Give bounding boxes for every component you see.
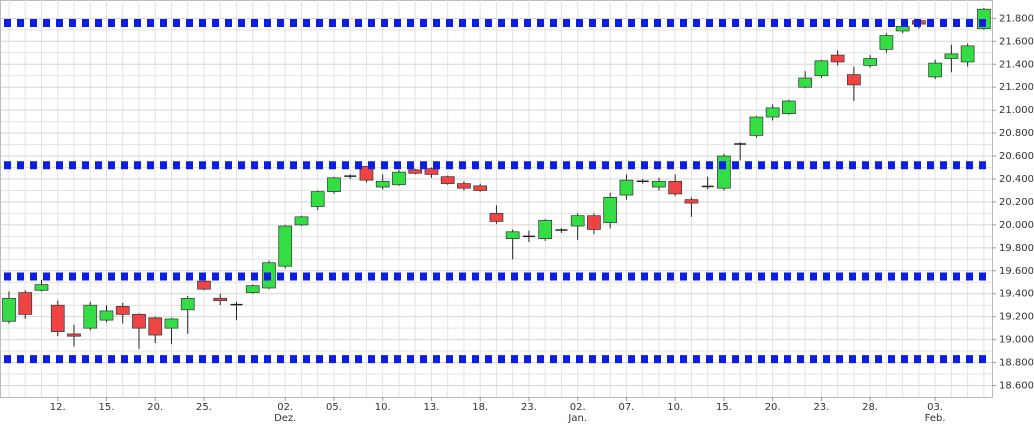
- y-tick-label: 21.200: [999, 82, 1034, 93]
- y-tick-label: 19.600: [999, 266, 1034, 277]
- candle-body: [814, 60, 829, 77]
- candle-body: [863, 58, 877, 66]
- candle-body: [408, 169, 423, 174]
- x-tick-label: 02.: [277, 402, 293, 413]
- candle-body: [115, 306, 130, 315]
- x-tick-label: 03.: [927, 402, 943, 413]
- y-tick-label: 18.800: [999, 358, 1034, 369]
- candle-body: [960, 45, 975, 63]
- x-tick-label: 28.: [862, 402, 878, 413]
- candle-body: [34, 284, 49, 291]
- x-month-label: Feb.: [925, 413, 946, 424]
- y-tick-label: 20.800: [999, 128, 1034, 139]
- candle-body: [603, 197, 618, 223]
- candle-body: [457, 183, 471, 189]
- y-tick-label: 19.000: [999, 335, 1034, 346]
- y-tick-label: 21.400: [999, 59, 1034, 70]
- candle-body: [440, 176, 455, 184]
- x-tick-label: 18.: [472, 402, 488, 413]
- candle-body: [587, 215, 601, 230]
- candle-body: [392, 171, 406, 186]
- candle-body: [928, 62, 942, 78]
- candle-body: [847, 74, 861, 86]
- candle-body: [164, 318, 179, 329]
- x-tick-label: 15.: [716, 402, 732, 413]
- candle-body: [619, 179, 634, 196]
- candle-body: [489, 213, 504, 222]
- x-tick-label: 13.: [423, 402, 439, 413]
- y-tick-label: 21.000: [999, 105, 1034, 116]
- candle-body: [944, 53, 959, 59]
- candle-body: [180, 297, 195, 311]
- candle-body: [717, 155, 731, 189]
- candle-body: [50, 304, 65, 332]
- candle-body: [213, 297, 228, 301]
- candle-body: [278, 225, 293, 267]
- x-tick-label: 15.: [99, 402, 115, 413]
- candle-body: [148, 317, 163, 336]
- y-tick-label: 21.600: [999, 36, 1034, 47]
- x-tick-label: 20.: [765, 402, 781, 413]
- candle-body: [570, 215, 585, 227]
- candle-body: [359, 166, 374, 181]
- y-tick-label: 19.200: [999, 312, 1034, 323]
- candle-body: [67, 333, 81, 337]
- candle-body: [132, 314, 146, 329]
- candle-body: [245, 285, 260, 293]
- y-tick-label: 18.600: [999, 381, 1034, 392]
- y-tick-label: 20.600: [999, 151, 1034, 162]
- candle-body: [83, 304, 98, 329]
- candle-body: [294, 216, 309, 226]
- candle-body: [749, 116, 764, 136]
- y-tick-label: 20.000: [999, 220, 1034, 231]
- x-month-label: Jan.: [567, 413, 587, 424]
- x-tick-label: 12.: [50, 402, 66, 413]
- x-tick-label: 20.: [147, 402, 163, 413]
- candle-body: [538, 219, 553, 240]
- x-tick-label: 05.: [326, 402, 342, 413]
- candle-body: [684, 199, 699, 204]
- candle-body: [375, 180, 390, 188]
- candle-body: [473, 185, 488, 191]
- x-tick-label: 02.: [570, 402, 586, 413]
- x-tick-label: 23.: [521, 402, 537, 413]
- y-tick-label: 20.200: [999, 197, 1034, 208]
- candle-body: [895, 26, 910, 32]
- candle-body: [99, 310, 114, 321]
- candle-body: [2, 297, 16, 322]
- y-tick-label: 20.400: [999, 174, 1034, 185]
- x-tick-label: 07.: [618, 402, 634, 413]
- candle-body: [310, 191, 325, 207]
- y-tick-label: 19.400: [999, 289, 1034, 300]
- candle-body: [798, 77, 812, 88]
- candle-body: [327, 177, 341, 192]
- candle-body: [879, 35, 894, 50]
- candle-body: [668, 180, 683, 195]
- candle-body: [782, 100, 796, 114]
- y-tick-label: 21.800: [999, 13, 1034, 24]
- x-tick-label: 10.: [667, 402, 683, 413]
- candle-body: [765, 107, 780, 118]
- candle-body: [652, 180, 666, 188]
- candle-body: [505, 231, 520, 240]
- x-month-label: Dez.: [274, 413, 296, 424]
- x-tick-label: 10.: [375, 402, 391, 413]
- y-tick-label: 19.800: [999, 243, 1034, 254]
- candle-body: [424, 168, 439, 175]
- x-tick-label: 25.: [196, 402, 212, 413]
- x-tick-label: 23.: [813, 402, 829, 413]
- candle-body: [18, 292, 33, 315]
- candle-body: [197, 280, 211, 290]
- candle-body: [830, 54, 845, 63]
